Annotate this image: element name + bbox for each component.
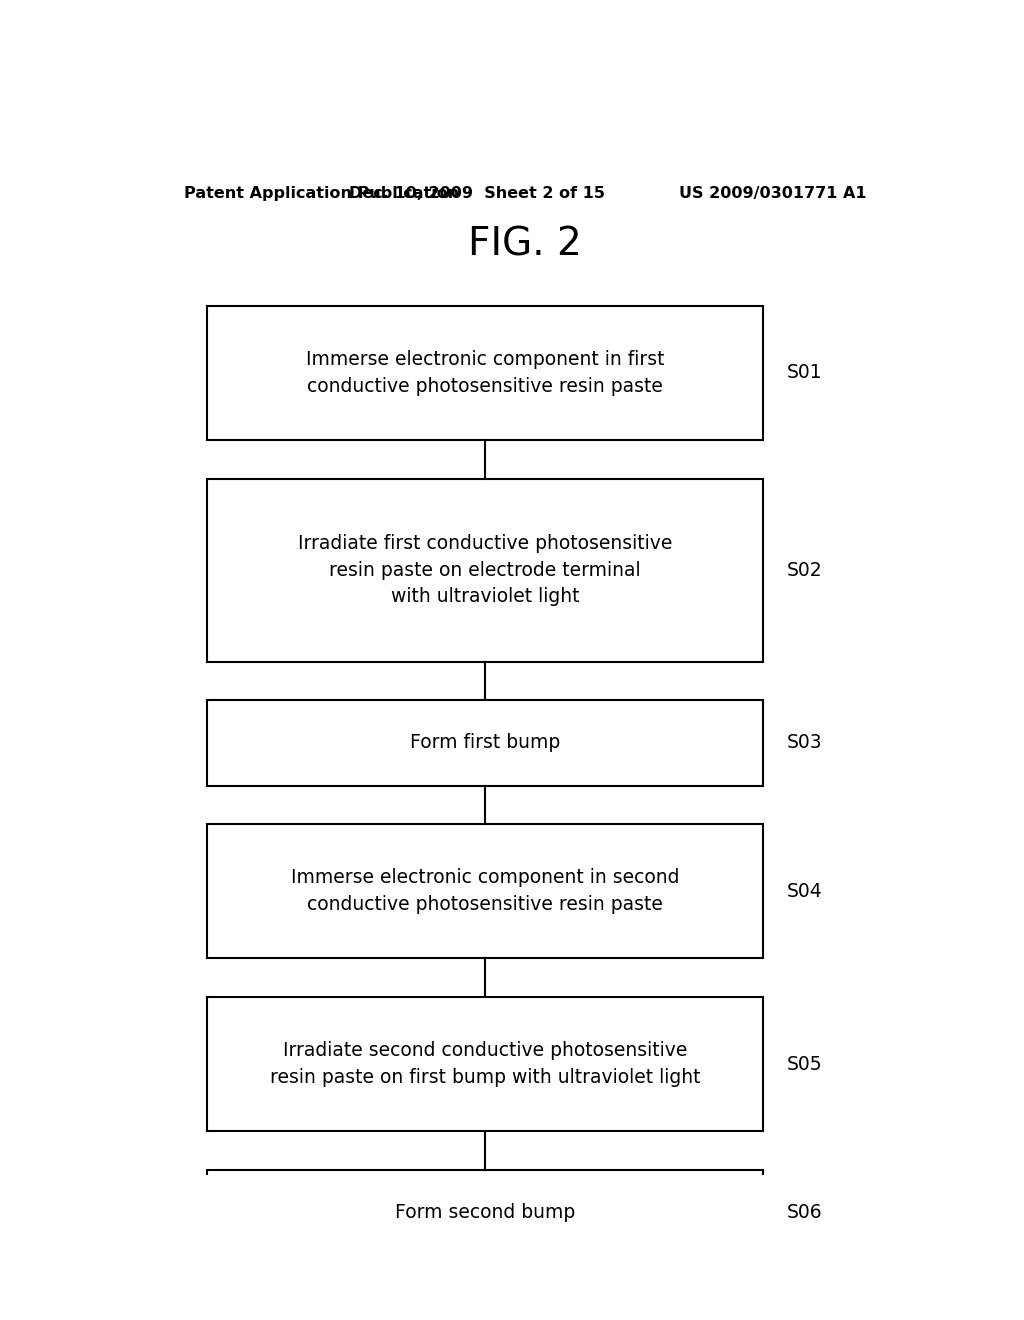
Text: Form first bump: Form first bump (410, 734, 560, 752)
Text: S01: S01 (786, 363, 822, 383)
Bar (207, 997, 763, 1131)
Bar (207, 1294, 763, 1320)
Text: Patent Application Publication: Patent Application Publication (183, 186, 459, 202)
Bar (207, 1170, 763, 1255)
Text: S03: S03 (786, 734, 822, 752)
Text: Immerse electronic component in first
conductive photosensitive resin paste: Immerse electronic component in first co… (306, 350, 665, 396)
Bar (207, 306, 763, 440)
Text: FIG. 2: FIG. 2 (468, 226, 582, 264)
Text: Irradiate first conductive photosensitive
resin paste on electrode terminal
with: Irradiate first conductive photosensitiv… (298, 535, 673, 606)
Bar (207, 824, 763, 958)
Bar (207, 479, 763, 661)
Bar (207, 700, 763, 785)
Text: S04: S04 (786, 882, 822, 900)
Text: S06: S06 (786, 1203, 822, 1222)
Text: Dec. 10, 2009  Sheet 2 of 15: Dec. 10, 2009 Sheet 2 of 15 (349, 186, 605, 202)
Text: US 2009/0301771 A1: US 2009/0301771 A1 (679, 186, 866, 202)
Text: Immerse electronic component in second
conductive photosensitive resin paste: Immerse electronic component in second c… (291, 869, 679, 913)
Text: S05: S05 (786, 1055, 822, 1073)
Text: S02: S02 (786, 561, 822, 579)
Text: Irradiate second conductive photosensitive
resin paste on first bump with ultrav: Irradiate second conductive photosensiti… (270, 1041, 700, 1086)
Text: Form second bump: Form second bump (395, 1203, 575, 1222)
